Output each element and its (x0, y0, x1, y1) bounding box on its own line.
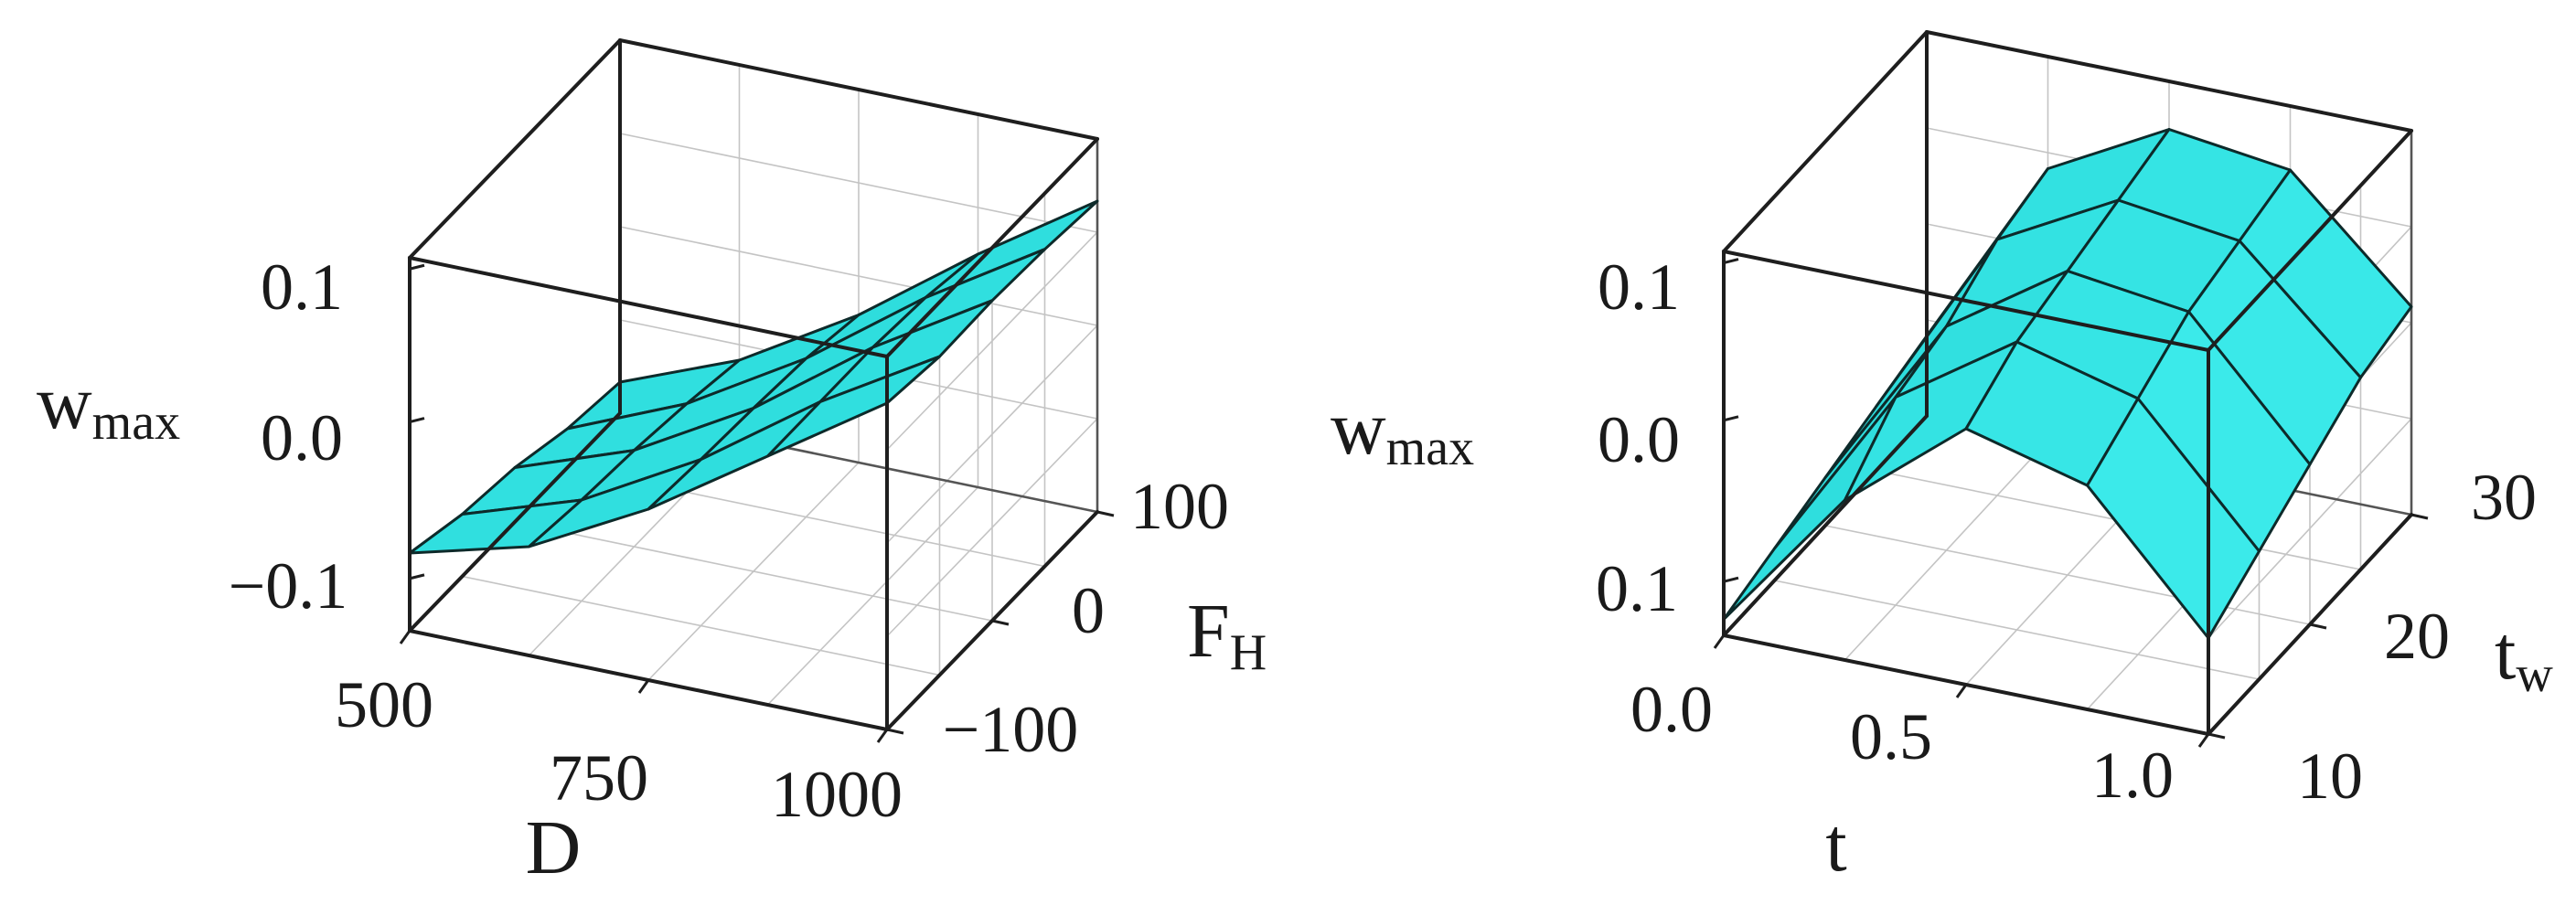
box-edge (408, 38, 622, 260)
x-tick-mark (399, 630, 412, 644)
x-tick-label: 1.0 (2091, 739, 2174, 812)
z-tick-label: 0.1 (261, 250, 343, 324)
y-tick-label: 20 (2384, 600, 2450, 673)
y-tick-mark (2207, 732, 2226, 740)
x-axis-label: t (1825, 803, 1846, 888)
y-tick-mark (2410, 513, 2429, 520)
y-tick-label: 30 (2471, 461, 2537, 534)
surface-mesh (408, 199, 1099, 555)
box-edge (1722, 250, 2210, 352)
side-wall-grid-line (886, 325, 1098, 544)
z-tick-label: 0.0 (1598, 403, 1680, 476)
y-tick-label: 100 (1130, 470, 1229, 543)
z-tick-mark (409, 263, 425, 271)
y-tick-mark (886, 728, 904, 735)
z-tick-mark (1723, 258, 1739, 265)
back-wall-grid-line (619, 133, 1098, 233)
surface-cell (2086, 397, 2261, 640)
y-tick-label: 0 (1072, 574, 1105, 647)
x-tick-mark (1955, 684, 1968, 698)
x-tick-label: 500 (335, 668, 433, 741)
x-tick-label: 1000 (771, 758, 903, 831)
z-axis-label: wmax (1331, 386, 1474, 476)
box-edge (408, 256, 889, 358)
x-tick-mark (876, 729, 889, 743)
z-tick-mark (409, 417, 425, 423)
x-tick-mark (1713, 634, 1726, 649)
surface-mesh (1722, 128, 2413, 640)
box-edge (1722, 30, 1929, 253)
z-tick-label: 0.1 (1598, 250, 1680, 324)
y-tick-mark (2309, 623, 2327, 630)
x-tick-mark (2197, 733, 2210, 748)
side-wall-grid-line (886, 231, 1098, 451)
box-edge (2207, 129, 2413, 352)
tick-marks (1713, 258, 2429, 748)
y-tick-mark (991, 619, 1010, 626)
z-tick-mark (1723, 415, 1739, 422)
box-edge (408, 411, 622, 633)
z-tick-mark (1723, 576, 1739, 583)
z-axis-label: wmax (37, 360, 180, 451)
y-tick-mark (1096, 510, 1115, 517)
y-axis-label: FH (1187, 589, 1267, 681)
x-tick-mark (637, 679, 650, 694)
surface-cell (766, 355, 941, 458)
y-axis-label: tw (2495, 611, 2553, 703)
surface-plot-t-tw: 0.1 0.0 0.1 0.0 0.5 1.0 10 20 30 t tw wm… (1331, 30, 2553, 888)
y-tick-label: −100 (943, 693, 1079, 766)
z-tick-label: 0.0 (261, 401, 343, 474)
x-tick-label: 750 (550, 741, 648, 814)
floor-grid-line (766, 486, 979, 706)
floor-grid-line (1824, 525, 2311, 625)
box-edge (618, 38, 1099, 141)
x-tick-label: 0.0 (1630, 673, 1713, 746)
floor-grid-line (514, 521, 993, 622)
back-wall-grid-line (619, 226, 1098, 326)
box-edge (1722, 414, 1929, 637)
x-tick-label: 0.5 (1850, 700, 1932, 773)
surface-plot-d-fh: 0.1 0.0 −0.1 500 750 1000 −100 0 100 D F… (37, 38, 1267, 890)
tick-marks (399, 263, 1115, 743)
z-tick-mark (409, 573, 425, 580)
box-edge (1925, 30, 2413, 133)
y-tick-label: 10 (2297, 740, 2363, 813)
z-tick-label: 0.1 (1596, 552, 1678, 625)
box-edge (885, 137, 1099, 358)
surface-cell (1722, 396, 1897, 621)
x-axis-label: D (526, 805, 582, 890)
z-tick-label: −0.1 (229, 549, 348, 623)
bounding-box-front (1722, 30, 2413, 736)
